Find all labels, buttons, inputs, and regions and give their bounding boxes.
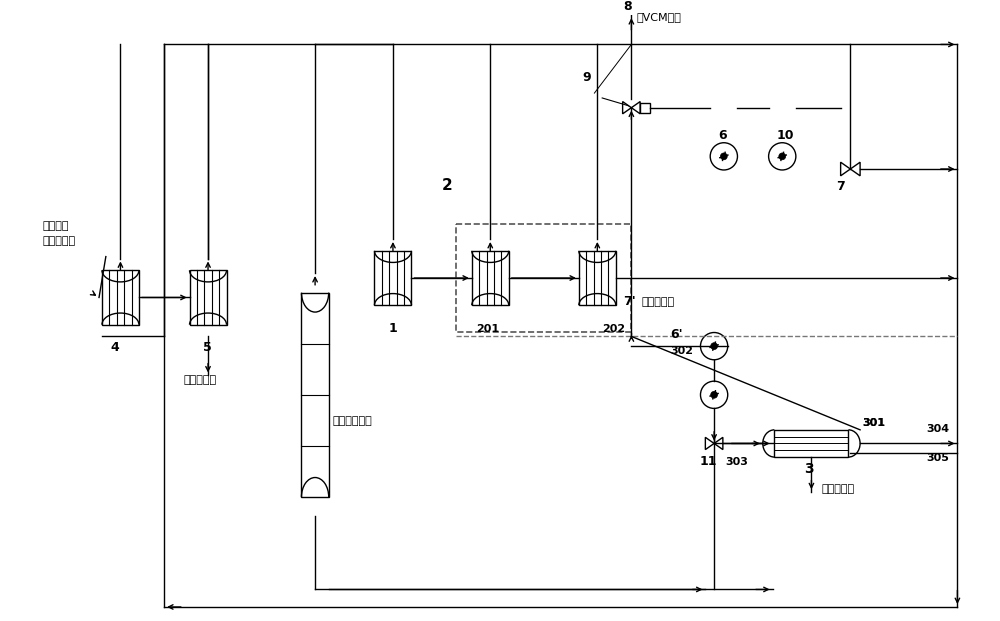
Bar	[301, 292, 329, 497]
Text: 303: 303	[726, 457, 749, 467]
Polygon shape	[631, 102, 640, 114]
Text: 301: 301	[862, 418, 885, 428]
Text: 301: 301	[862, 418, 885, 428]
Text: 1: 1	[388, 322, 397, 335]
Bar	[579, 251, 616, 306]
Text: 3: 3	[804, 461, 813, 476]
Bar	[472, 251, 509, 306]
Bar	[774, 430, 848, 457]
Polygon shape	[705, 437, 714, 450]
Text: 4: 4	[111, 341, 119, 354]
Text: 9: 9	[583, 71, 591, 84]
Text: 8: 8	[624, 1, 632, 14]
Bar	[640, 103, 650, 112]
Text: 6: 6	[718, 129, 727, 142]
Text: 压缩机出口: 压缩机出口	[43, 236, 76, 246]
Bar	[190, 270, 227, 325]
Text: 去VCM气柜: 去VCM气柜	[636, 12, 681, 22]
Text: 302: 302	[670, 346, 693, 356]
Bar	[456, 224, 631, 332]
Text: 去水分离器: 去水分离器	[184, 375, 217, 385]
Text: 去水分离器: 去水分离器	[821, 484, 854, 494]
Text: 202: 202	[602, 324, 625, 333]
Bar	[374, 251, 411, 306]
Text: 氯乙烯低沸塔: 氯乙烯低沸塔	[333, 416, 372, 426]
Text: 去变压吸附: 去变压吸附	[641, 297, 674, 307]
Text: 305: 305	[926, 453, 949, 463]
Text: 6': 6'	[670, 329, 683, 342]
Text: 自氯乙烯: 自氯乙烯	[43, 221, 69, 232]
Circle shape	[720, 153, 727, 160]
Text: 5: 5	[203, 341, 212, 354]
Polygon shape	[714, 437, 723, 450]
Text: 7': 7'	[624, 295, 636, 308]
Bar	[102, 270, 139, 325]
Polygon shape	[841, 162, 850, 176]
Circle shape	[711, 343, 718, 350]
Text: 10: 10	[776, 129, 794, 142]
Polygon shape	[850, 162, 860, 176]
Circle shape	[711, 391, 718, 398]
Text: 2: 2	[442, 178, 452, 193]
Text: 7: 7	[836, 181, 845, 193]
Text: 304: 304	[926, 424, 949, 434]
Polygon shape	[623, 102, 631, 114]
Circle shape	[779, 153, 786, 160]
Text: 201: 201	[476, 324, 499, 333]
Text: 11: 11	[700, 455, 717, 468]
